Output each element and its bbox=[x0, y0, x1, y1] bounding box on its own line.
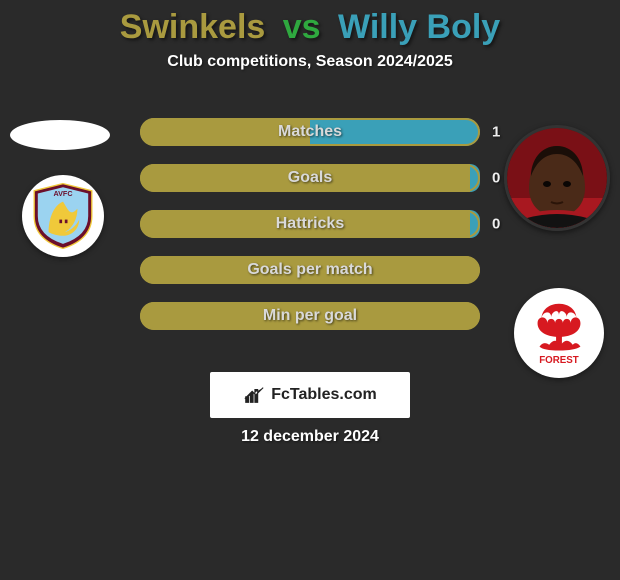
svg-text:FOREST: FOREST bbox=[539, 355, 579, 366]
title-player-1: Swinkels bbox=[120, 8, 266, 46]
title-vs: vs bbox=[283, 8, 321, 46]
stat-row: Matches1 bbox=[140, 118, 480, 146]
stat-label: Min per goal bbox=[263, 307, 357, 325]
title-player-2: Willy Boly bbox=[338, 8, 500, 46]
stat-row: Min per goal bbox=[140, 302, 480, 330]
fctables-logo: FcTables.com bbox=[210, 372, 410, 418]
stat-fill-right bbox=[470, 210, 480, 238]
footer-date: 12 december 2024 bbox=[0, 428, 620, 446]
fctables-text: FcTables.com bbox=[271, 386, 377, 404]
page-title: Swinkels vs Willy Boly bbox=[0, 0, 620, 47]
club-badge-right: FOREST bbox=[514, 288, 604, 378]
player-1-photo bbox=[10, 120, 110, 150]
stat-row: Goals0 bbox=[140, 164, 480, 192]
svg-text:AVFC: AVFC bbox=[53, 189, 72, 198]
player-2-photo bbox=[504, 125, 610, 231]
stat-label: Hattricks bbox=[276, 215, 344, 233]
chart-icon bbox=[243, 384, 265, 406]
stat-label: Goals per match bbox=[247, 261, 372, 279]
stat-value-right: 0 bbox=[492, 216, 500, 233]
stat-value-right: 0 bbox=[492, 170, 500, 187]
stat-fill-right bbox=[470, 164, 480, 192]
club-badge-left: AVFC bbox=[22, 175, 104, 257]
stat-value-right: 1 bbox=[492, 124, 500, 141]
stat-label: Matches bbox=[278, 123, 342, 141]
stats-panel: Matches1 Goals0 Hattricks0 Goals per match M… bbox=[140, 118, 480, 330]
infographic-root: Swinkels vs Willy Boly Club competitions… bbox=[0, 0, 620, 580]
stat-label: Goals bbox=[288, 169, 332, 187]
subtitle: Club competitions, Season 2024/2025 bbox=[0, 53, 620, 71]
stat-row: Goals per match bbox=[140, 256, 480, 284]
stat-row: Hattricks0 bbox=[140, 210, 480, 238]
